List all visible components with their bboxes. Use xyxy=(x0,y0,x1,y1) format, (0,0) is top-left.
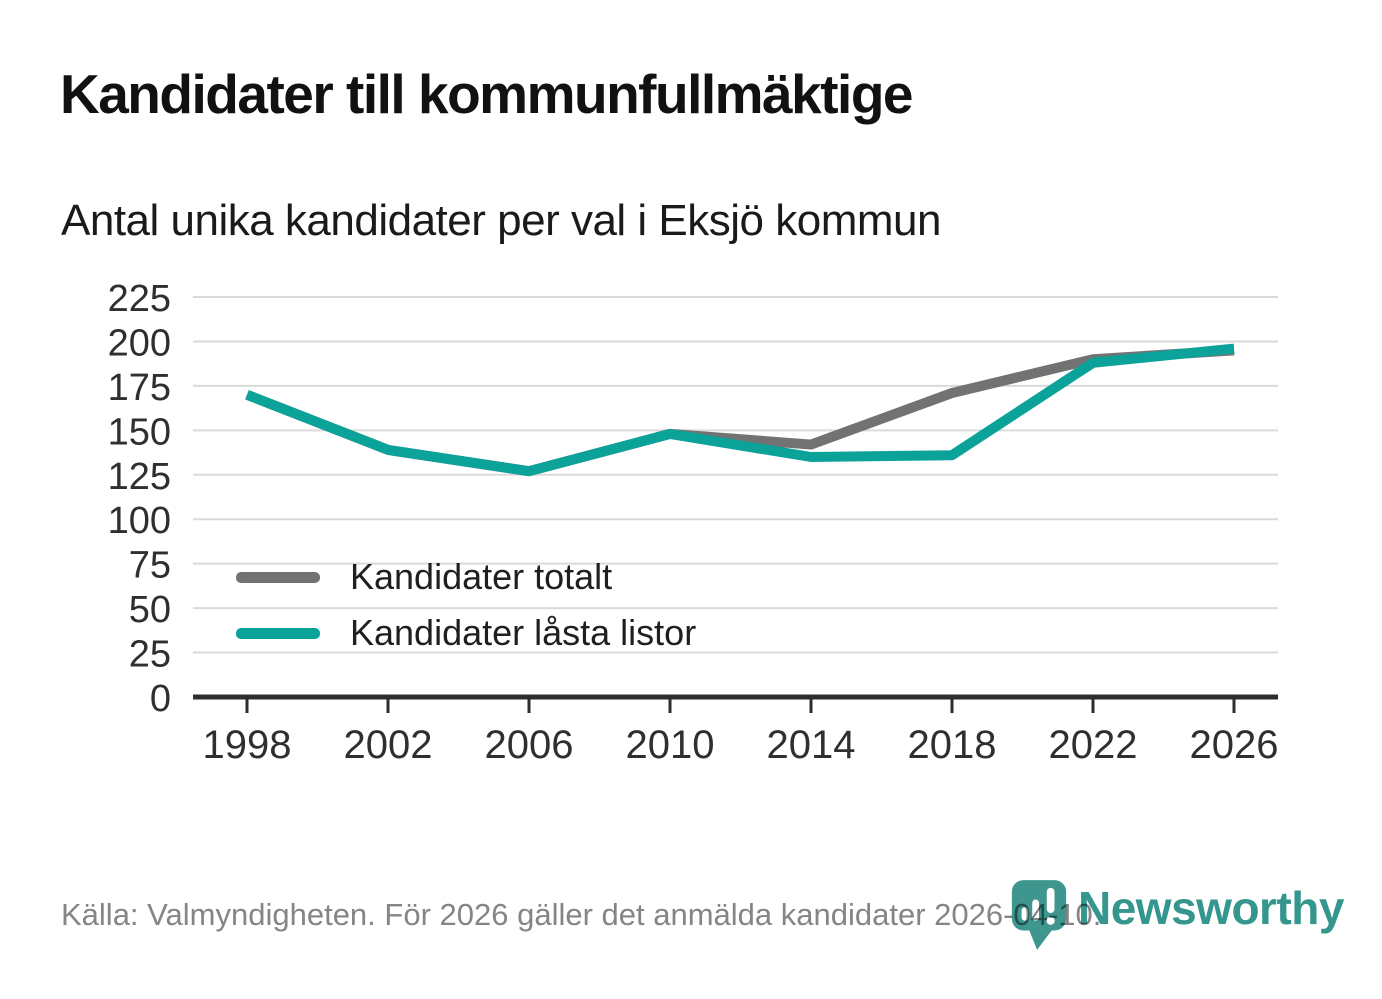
x-axis-tick-label: 2002 xyxy=(344,723,433,767)
legend-item-lasta-listor: Kandidater låsta listor xyxy=(236,610,696,656)
y-axis-tick-label: 100 xyxy=(108,500,171,542)
newsworthy-logo-text: Newsworthy xyxy=(1078,882,1344,934)
y-axis-tick-label: 25 xyxy=(129,634,171,676)
legend-label-lasta-listor: Kandidater låsta listor xyxy=(350,612,697,653)
legend-swatch-lasta-listor-icon xyxy=(236,627,320,639)
chart-title: Kandidater till kommunfullmäktige xyxy=(60,63,914,125)
x-axis-tick-label: 2026 xyxy=(1190,723,1279,767)
chart-legend: Kandidater totalt Kandidater låsta listo… xyxy=(236,554,696,666)
y-axis-tick-label: 150 xyxy=(108,411,171,453)
y-axis-tick-label: 175 xyxy=(108,367,171,409)
x-axis-tick-label: 2006 xyxy=(485,723,574,767)
x-axis-tick-label: 1998 xyxy=(203,723,292,767)
newsworthy-pin-barchart-icon xyxy=(1011,880,1067,950)
y-axis-tick-label: 125 xyxy=(108,456,171,498)
legend-swatch-totalt-icon xyxy=(236,571,320,583)
y-axis-tick-label: 50 xyxy=(129,589,171,631)
x-axis-tick-label: 2010 xyxy=(626,723,715,767)
y-axis-tick-label: 200 xyxy=(108,322,171,364)
newsworthy-logo: Newsworthy xyxy=(1008,874,1344,954)
y-axis-tick-label: 0 xyxy=(150,678,171,720)
line-series-lasta-listor xyxy=(245,343,1235,477)
legend-item-totalt: Kandidater totalt xyxy=(236,554,696,600)
x-axis-tick-label: 2018 xyxy=(908,723,997,767)
legend-label-totalt: Kandidater totalt xyxy=(350,556,613,597)
chart-subtitle: Antal unika kandidater per val i Eksjö k… xyxy=(61,196,941,245)
x-axis-tick-label: 2014 xyxy=(767,723,856,767)
y-axis-tick-label: 75 xyxy=(129,545,171,587)
source-note: Källa: Valmyndigheten. För 2026 gäller d… xyxy=(61,897,1102,932)
x-axis-tick-label: 2022 xyxy=(1049,723,1138,767)
y-axis-tick-label: 225 xyxy=(108,278,171,320)
